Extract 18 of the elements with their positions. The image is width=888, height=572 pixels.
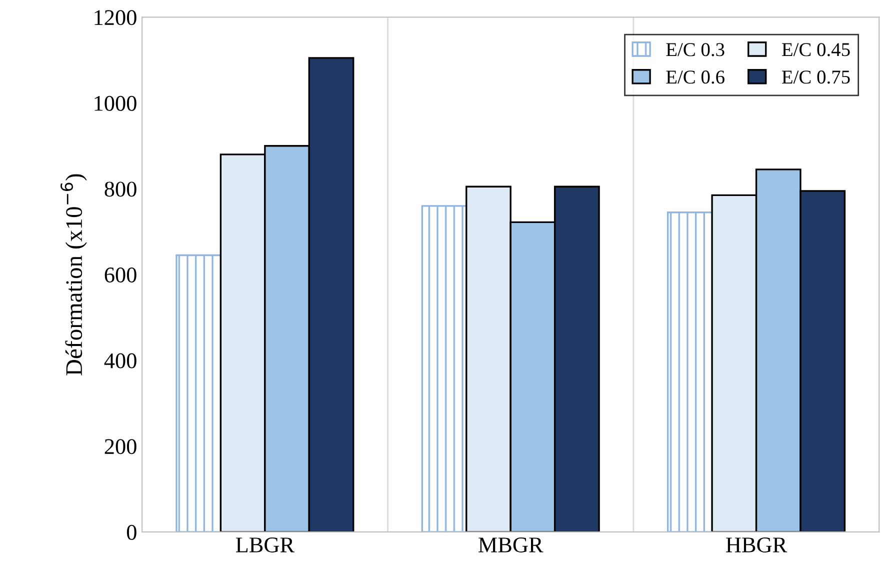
y-tick-label: 0: [126, 524, 136, 540]
x-tick-label: LBGR: [236, 538, 295, 552]
legend-label: E/C 0.3: [666, 43, 724, 56]
bar: [421, 205, 468, 532]
bar: [667, 212, 713, 532]
bar: [176, 254, 222, 532]
x-tick-label: MBGR: [478, 538, 544, 552]
legend-label: E/C 0.45: [782, 43, 850, 56]
x-tick-label: HBGR: [726, 538, 788, 552]
y-tick-label: 800: [104, 182, 136, 197]
legend-label: E/C 0.75: [782, 70, 850, 84]
y-tick-label: 200: [104, 439, 136, 454]
legend-label: E/C 0.6: [666, 70, 724, 84]
y-tick-label: 400: [104, 353, 136, 368]
y-axis-title: Déformation (x10$^{−6}$): [60, 174, 87, 376]
y-tick-label: 1000: [94, 96, 136, 111]
y-tick-label: 1200: [94, 10, 136, 26]
y-tick-label: 600: [104, 267, 136, 282]
